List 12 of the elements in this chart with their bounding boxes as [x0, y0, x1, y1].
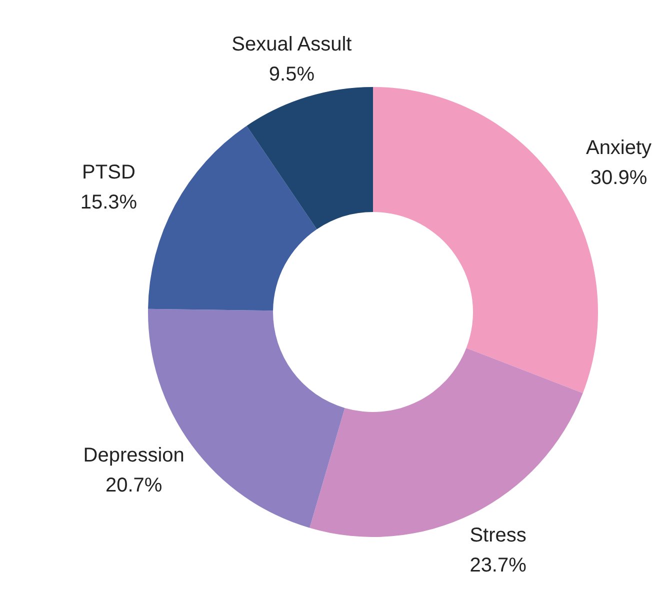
- data-label: 20.7%: [105, 474, 162, 496]
- data-label: 15.3%: [80, 191, 138, 214]
- slice-label: Sexual Assult: [232, 34, 352, 56]
- slice-label: Depression: [83, 444, 184, 466]
- data-label: 9.5%: [268, 64, 315, 86]
- donut-slice: [148, 126, 317, 311]
- slice-label: Stress: [470, 524, 526, 547]
- donut-slice: [246, 87, 373, 230]
- data-label: 23.7%: [470, 554, 527, 577]
- data-label: 30.9%: [590, 167, 648, 190]
- slice-label: Anxiety: [586, 137, 652, 160]
- slice-label: PTSD: [82, 161, 136, 184]
